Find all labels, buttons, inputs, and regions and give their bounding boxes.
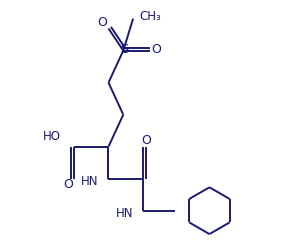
Text: HN: HN (81, 175, 99, 188)
Text: HN: HN (115, 207, 133, 220)
Text: O: O (98, 16, 107, 29)
Text: HO: HO (42, 130, 60, 143)
Text: S: S (120, 43, 128, 56)
Text: O: O (63, 178, 73, 191)
Text: CH₃: CH₃ (139, 10, 161, 23)
Text: O: O (142, 134, 151, 147)
Text: O: O (151, 43, 162, 56)
